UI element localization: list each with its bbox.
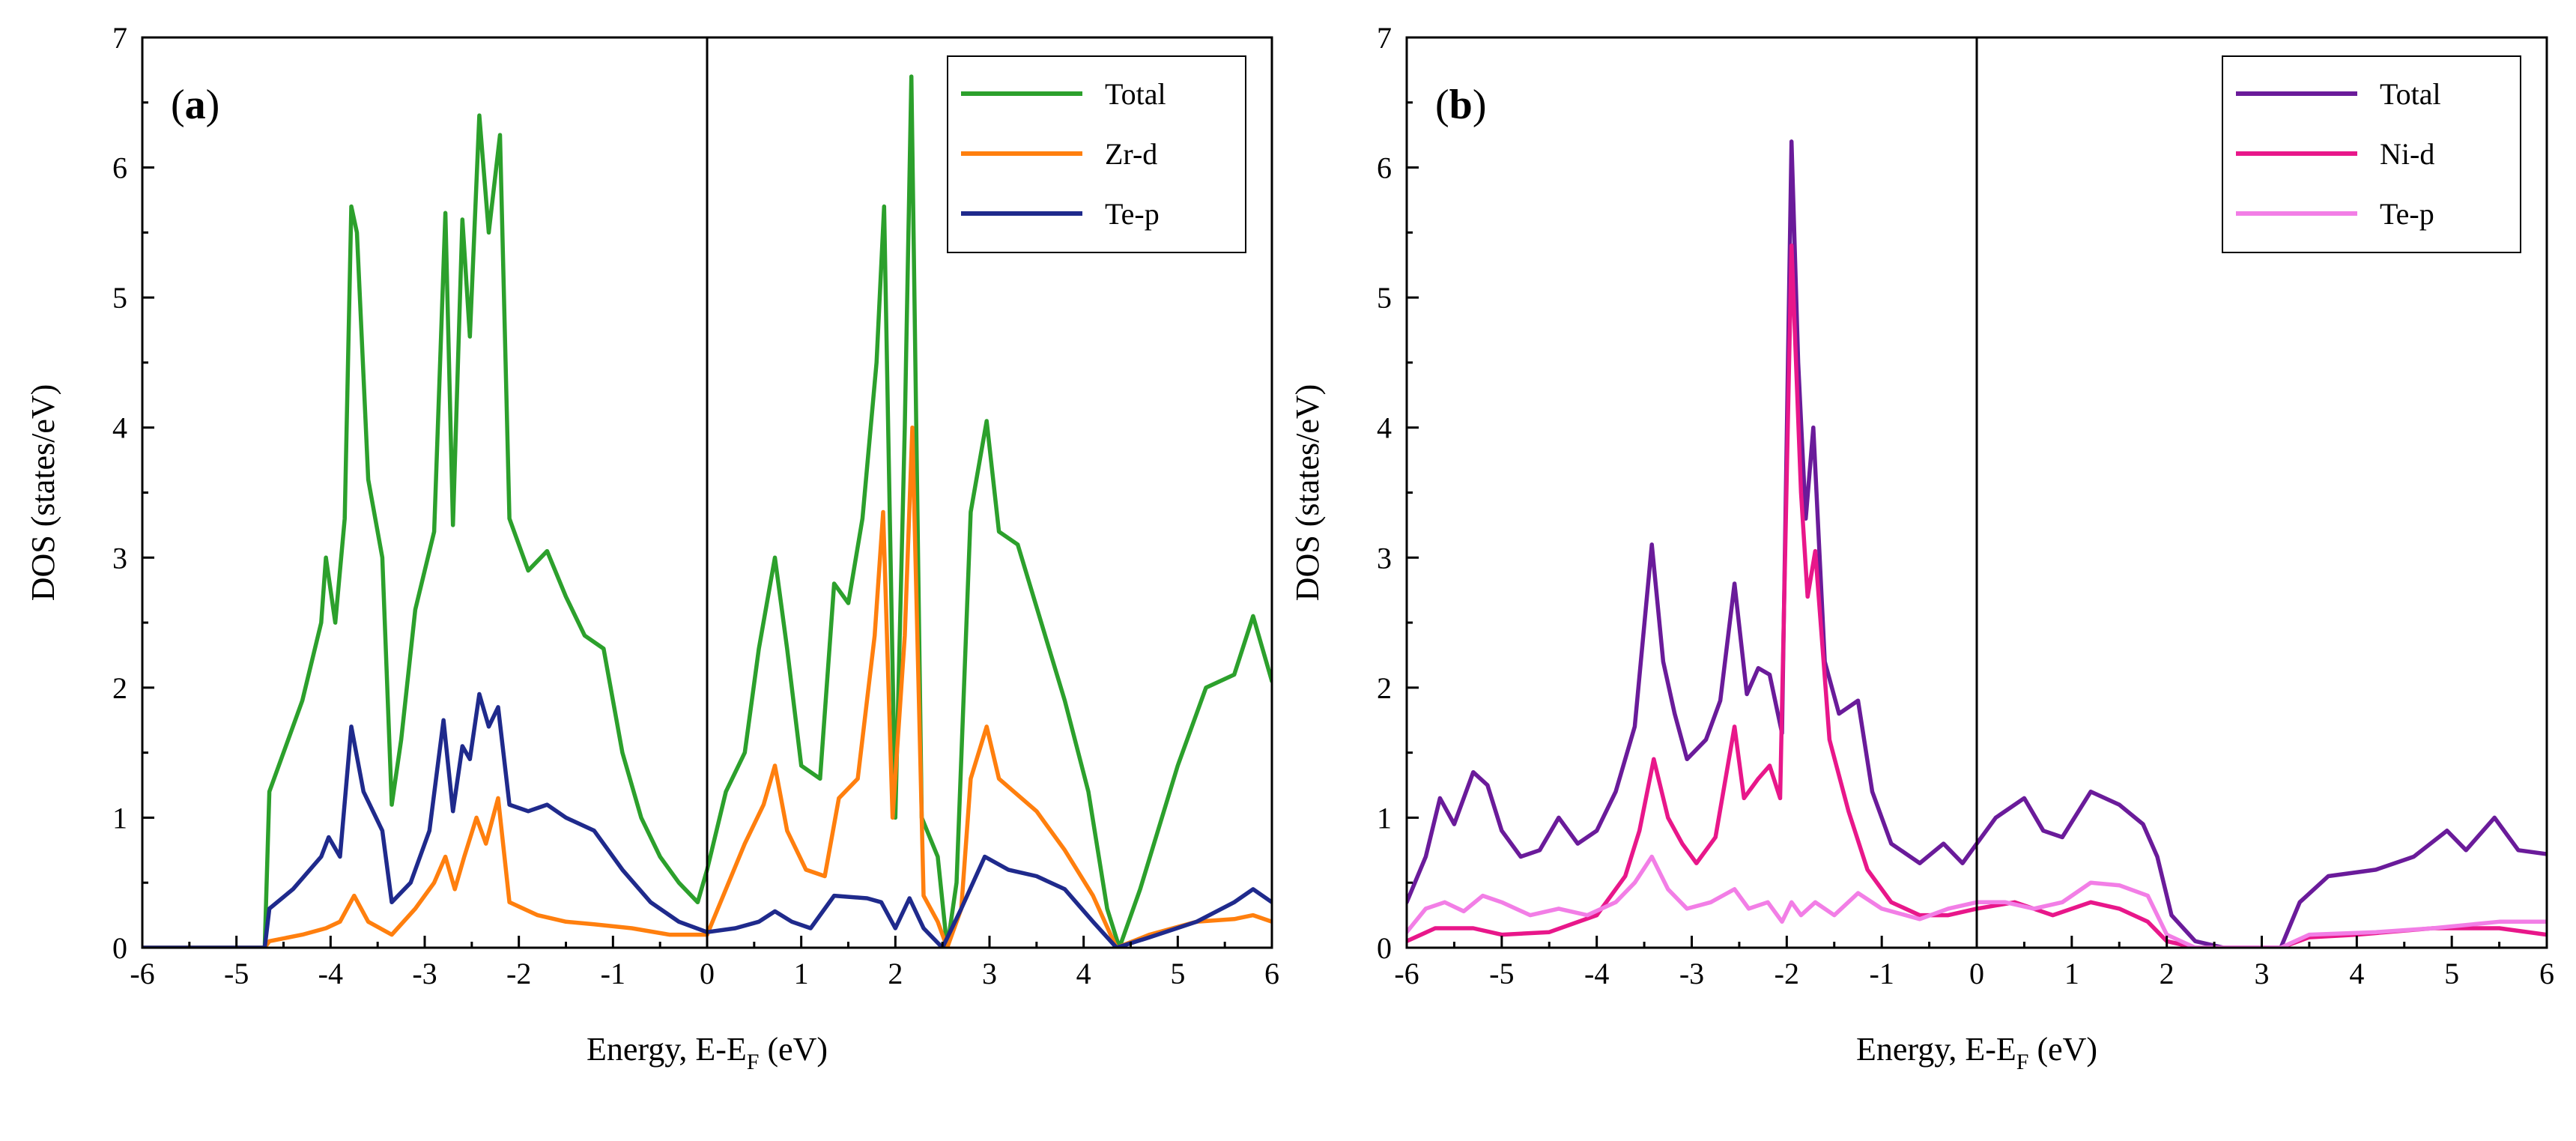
chart-panel-a: -6 -5 -4 -3 -2 -1 0 1 2 3 4 5 6 0 1 2 3 4 5 6 7 (a) DOS (sta…: [25, 21, 1279, 1074]
series-layer-b: [1407, 139, 2547, 948]
x-tick-label-a: -3: [412, 957, 437, 990]
y-tick-label-b: 7: [1377, 21, 1392, 55]
x-tick-label-b: -3: [1679, 957, 1704, 990]
y-tick-label-b: 0: [1377, 931, 1392, 965]
y-tick-label-a: 0: [112, 931, 127, 965]
legend-label-zr-d-a: Zr-d: [1105, 137, 1157, 171]
x-tick-label-a: 3: [982, 957, 997, 990]
y-tick-label-b: 1: [1377, 801, 1392, 835]
x-axis-label-b: Energy, E-EF (eV): [1856, 1031, 2097, 1074]
x-tick-label-b: 0: [1969, 957, 1984, 990]
y-tick-label-b: 2: [1377, 671, 1392, 705]
x-axis-label-a: Energy, E-EF (eV): [587, 1031, 828, 1074]
x-tick-label-a: -1: [601, 957, 625, 990]
series-te-p-line-b: [1407, 854, 2547, 948]
x-tick-label-a: -5: [224, 957, 249, 990]
x-tick-label-b: -5: [1489, 957, 1514, 990]
series-ni-d-line-b: [1407, 243, 2547, 948]
x-tick-label-b: 1: [2064, 957, 2079, 990]
x-tick-label-a: 6: [1264, 957, 1279, 990]
x-tick-label-b: 6: [2539, 957, 2554, 990]
x-tick-label-b: 4: [2349, 957, 2364, 990]
x-tick-label-b: -4: [1584, 957, 1609, 990]
series-layer-a: [142, 74, 1272, 948]
y-tick-label-a: 3: [112, 541, 127, 575]
x-tick-label-a: 1: [794, 957, 809, 990]
x-tick-label-a: 5: [1170, 957, 1185, 990]
y-tick-label-a: 5: [112, 281, 127, 315]
ticks-a: -6 -5 -4 -3 -2 -1 0 1 2 3 4 5 6 0 1 2 3 4 5 6 7: [112, 21, 1279, 990]
y-tick-label-a: 6: [112, 151, 127, 185]
panel-label-a: (a): [171, 82, 219, 128]
x-tick-label-b: -2: [1775, 957, 1799, 990]
legend-a: Total Zr-d Te-p: [947, 55, 1246, 253]
legend-b: Total Ni-d Te-p: [2222, 55, 2521, 253]
x-tick-label-a: -4: [318, 957, 343, 990]
x-tick-label-b: 3: [2255, 957, 2270, 990]
series-zr-d-line-a: [142, 425, 1272, 948]
y-tick-label-a: 2: [112, 671, 127, 705]
y-tick-label-b: 3: [1377, 541, 1392, 575]
legend-label-te-p-b: Te-p: [2380, 197, 2434, 231]
x-tick-label-a: -6: [130, 957, 154, 990]
y-tick-label-b: 6: [1377, 151, 1392, 185]
x-tick-label-a: 0: [700, 957, 715, 990]
x-tick-label-a: -2: [506, 957, 531, 990]
x-tick-label-b: 2: [2160, 957, 2175, 990]
y-tick-label-a: 4: [112, 411, 127, 445]
y-tick-label-a: 1: [112, 801, 127, 835]
x-tick-label-a: 2: [888, 957, 903, 990]
ticks-b: -6 -5 -4 -3 -2 -1 0 1 2 3 4 5 6 0 1 2 3 4 5 6 7: [1377, 21, 2554, 990]
legend-label-ni-d-b: Ni-d: [2380, 137, 2434, 171]
legend-label-total-b: Total: [2380, 77, 2441, 111]
x-tick-label-b: -1: [1870, 957, 1894, 990]
legend-label-total-a: Total: [1105, 77, 1166, 111]
x-tick-label-b: -6: [1394, 957, 1419, 990]
x-tick-label-b: 5: [2444, 957, 2459, 990]
series-total-line-a: [142, 74, 1272, 948]
series-te-p-line-a: [142, 691, 1272, 948]
y-axis-label-a: DOS (states/eV): [25, 384, 61, 602]
chart-panel-b: -6 -5 -4 -3 -2 -1 0 1 2 3 4 5 6 0 1 2 3 4 5 6 7 (b) DOS (sta…: [1289, 21, 2554, 1074]
y-tick-label-b: 5: [1377, 281, 1392, 315]
legend-label-te-p-a: Te-p: [1105, 197, 1160, 231]
panel-label-b: (b): [1435, 82, 1486, 128]
x-tick-label-a: 4: [1076, 957, 1091, 990]
y-tick-label-b: 4: [1377, 411, 1392, 445]
y-tick-label-a: 7: [112, 21, 127, 55]
y-axis-label-b: DOS (states/eV): [1289, 384, 1326, 602]
